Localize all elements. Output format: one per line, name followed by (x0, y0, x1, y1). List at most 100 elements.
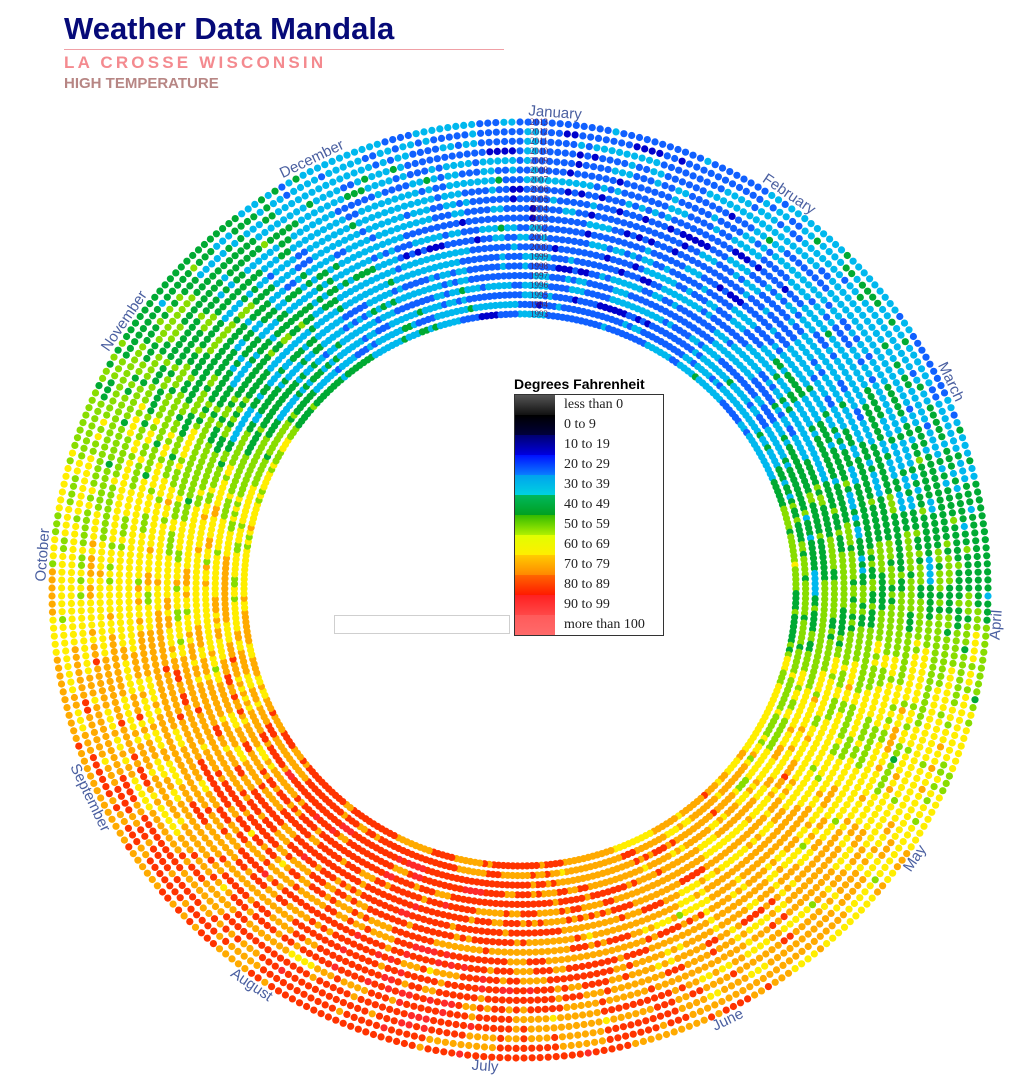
day-dot (867, 677, 875, 685)
day-dot (551, 956, 559, 964)
day-dot (156, 679, 164, 688)
day-dot (147, 540, 155, 548)
day-dot (532, 282, 540, 290)
day-dot (452, 972, 460, 980)
day-dot (500, 958, 508, 966)
day-dot (537, 282, 545, 290)
day-dot (539, 967, 547, 975)
day-dot (585, 961, 593, 970)
day-dot (811, 595, 819, 603)
day-dot (897, 571, 905, 579)
day-dot (415, 228, 423, 236)
day-dot (496, 205, 504, 213)
day-dot (638, 957, 647, 966)
day-dot (891, 726, 900, 734)
day-dot (162, 510, 170, 518)
day-dot (521, 291, 529, 299)
day-dot (878, 609, 886, 618)
day-dot (171, 512, 179, 520)
day-dot (896, 713, 904, 721)
day-dot (880, 729, 888, 737)
day-dot (670, 946, 678, 954)
day-dot (591, 192, 600, 200)
day-dot (165, 554, 173, 562)
day-dot (141, 513, 150, 521)
day-dot (154, 566, 162, 574)
day-dot (128, 638, 136, 646)
day-dot (590, 231, 598, 239)
day-dot (561, 217, 569, 225)
day-dot (635, 234, 644, 242)
day-dot (165, 677, 173, 685)
day-dot (397, 213, 405, 221)
day-dot (521, 281, 529, 289)
day-dot (483, 206, 491, 214)
day-dot (821, 574, 829, 582)
day-dot (451, 210, 459, 218)
day-dot (916, 612, 924, 620)
day-dot (137, 538, 145, 547)
day-dot (871, 698, 879, 706)
day-dot (905, 544, 913, 552)
day-dot (898, 591, 906, 599)
day-dot (811, 590, 819, 598)
day-dot (626, 941, 635, 949)
day-dot (424, 976, 432, 984)
day-dot (878, 584, 887, 593)
day-dot (595, 949, 604, 958)
day-dot (368, 948, 376, 956)
day-dot (406, 221, 414, 229)
day-dot (135, 604, 143, 612)
day-dot (897, 604, 905, 612)
day-dot (619, 963, 627, 972)
day-dot (449, 201, 457, 209)
day-dot (599, 939, 608, 947)
day-dot (396, 948, 405, 957)
day-dot (626, 221, 634, 229)
day-dot (404, 971, 412, 979)
day-dot (161, 698, 169, 706)
day-dot (563, 945, 571, 954)
day-dot (625, 200, 633, 208)
day-dot (888, 669, 897, 677)
day-dot (136, 491, 145, 499)
day-dot (144, 584, 152, 593)
day-dot (144, 465, 152, 473)
day-dot (419, 217, 427, 225)
day-dot (869, 704, 877, 712)
day-dot (888, 578, 896, 586)
day-dot (131, 517, 139, 525)
day-dot (883, 648, 891, 656)
day-dot (906, 495, 915, 503)
day-dot (164, 671, 172, 679)
day-dot (424, 946, 432, 955)
day-dot (868, 498, 876, 506)
day-dot (154, 502, 162, 510)
day-dot (134, 584, 142, 593)
day-dot (874, 640, 882, 649)
day-dot (428, 957, 436, 965)
day-dot (872, 449, 881, 458)
day-dot (886, 546, 894, 554)
day-dot (582, 239, 591, 248)
day-dot (540, 976, 548, 985)
day-dot (575, 209, 583, 217)
day-dot (907, 591, 915, 599)
day-dot (689, 225, 698, 233)
day-dot (667, 225, 675, 233)
day-dot (147, 635, 155, 644)
day-dot (482, 196, 490, 204)
day-dot (696, 228, 704, 236)
day-dot (870, 471, 878, 479)
day-dot (135, 497, 143, 506)
day-dot (884, 745, 892, 753)
day-dot (903, 482, 911, 490)
day-dot (165, 710, 173, 718)
day-dot (564, 955, 572, 963)
day-dot (507, 948, 515, 956)
day-dot (125, 564, 133, 572)
day-dot (891, 697, 899, 705)
day-dot (154, 578, 162, 586)
day-dot (872, 770, 880, 778)
